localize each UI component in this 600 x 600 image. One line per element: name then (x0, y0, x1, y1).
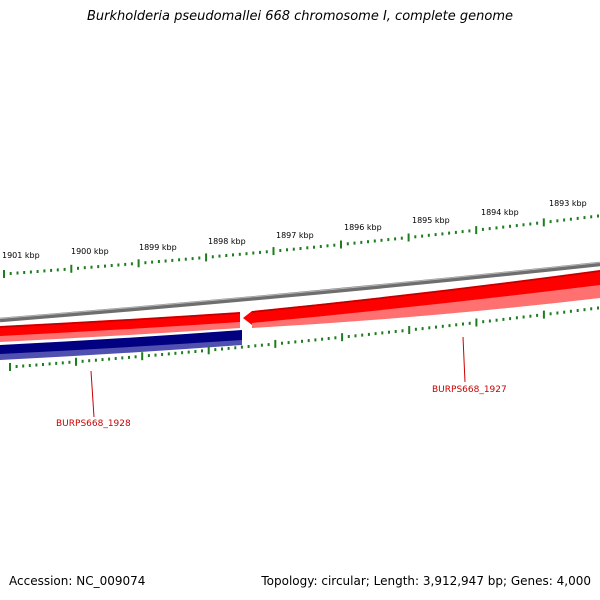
scale-ticks-inner (9, 306, 599, 371)
gene-label-burps668-1928[interactable]: BURPS668_1928 (56, 419, 131, 429)
backbone-arc (0, 261, 600, 323)
scale-label: 1898 kbp (208, 237, 246, 246)
backbone-arc-highlight (0, 262, 600, 319)
scale-label: 1897 kbp (276, 231, 314, 240)
scale-labels: 1893 kbp 1894 kbp 1895 kbp 1896 kbp 1897… (2, 199, 587, 260)
gene-label-leader-1928 (90, 370, 95, 418)
accession-text: Accession: NC_009074 (9, 574, 146, 588)
scale-label: 1899 kbp (139, 243, 177, 252)
scale-ticks-outer (3, 214, 599, 278)
summary-text: Topology: circular; Length: 3,912,947 bp… (261, 574, 591, 588)
scale-label: 1900 kbp (71, 247, 109, 256)
gene-burps668-1928[interactable] (0, 330, 242, 360)
scale-label: 1893 kbp (549, 199, 587, 208)
gene-burps668-1927[interactable] (243, 270, 600, 328)
gene-label-leader-1927 (462, 336, 466, 383)
gene-red-left-segment[interactable] (0, 312, 241, 342)
scale-label: 1894 kbp (481, 208, 519, 217)
scale-label: 1901 kbp (2, 251, 40, 260)
scale-label: 1896 kbp (344, 223, 382, 232)
scale-label: 1895 kbp (412, 216, 450, 225)
genome-title: Burkholderia pseudomallei 668 chromosome… (86, 9, 514, 24)
gene-label-burps668-1927[interactable]: BURPS668_1927 (432, 385, 507, 395)
